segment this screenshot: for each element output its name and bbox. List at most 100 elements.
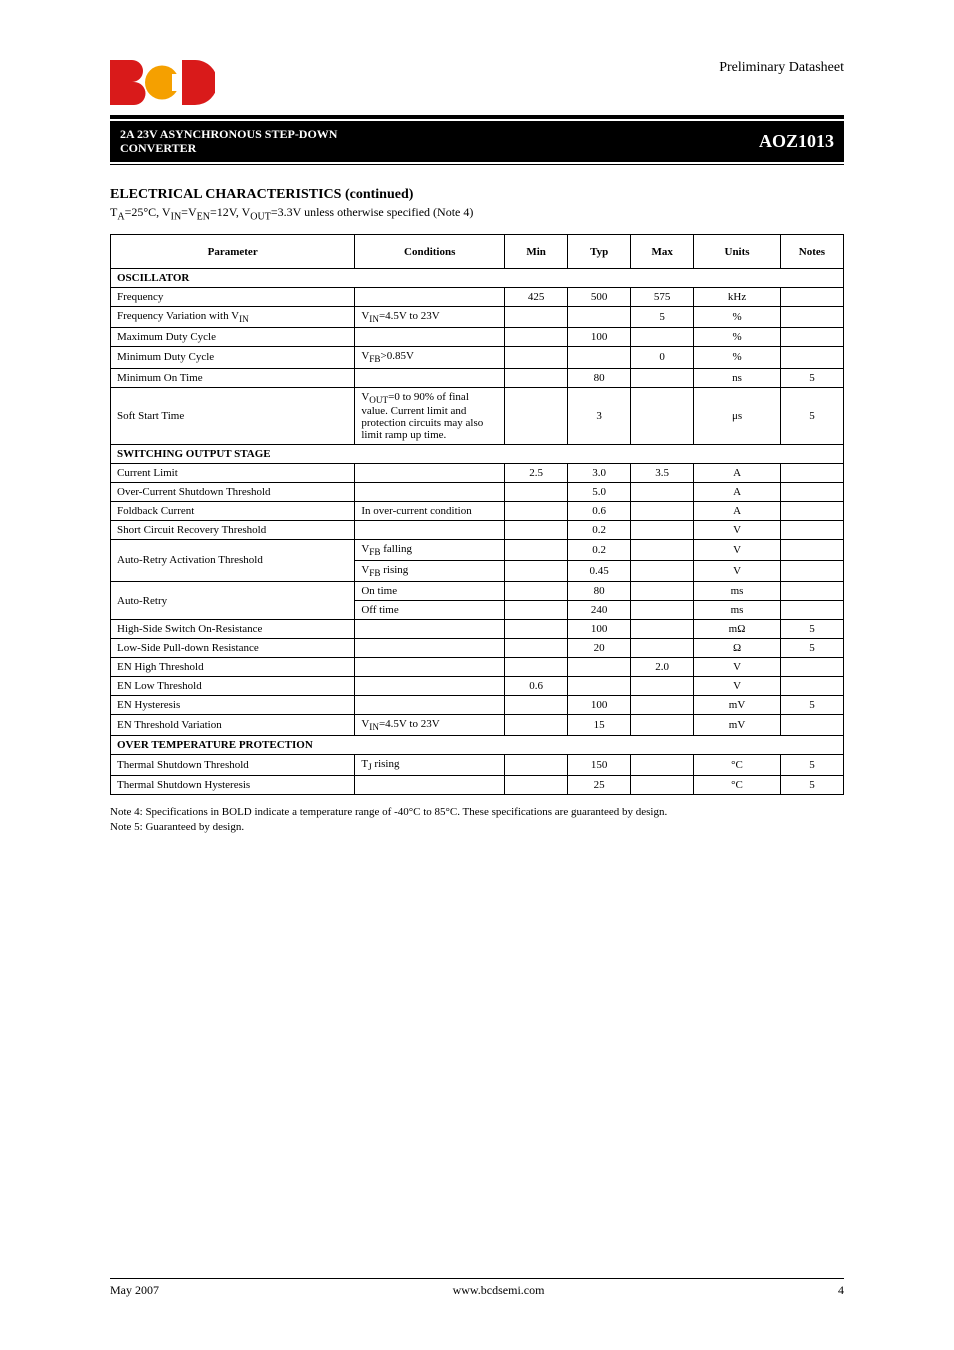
notes-cell: 5 [780, 696, 843, 715]
notes-cell [780, 520, 843, 539]
cond-cell: VFB rising [355, 560, 505, 581]
typ-cell: 0.6 [568, 501, 631, 520]
max-cell: 575 [631, 288, 694, 307]
min-cell [505, 715, 568, 736]
notes-cell: 5 [780, 776, 843, 795]
min-cell: 425 [505, 288, 568, 307]
param-cell: Current Limit [111, 463, 355, 482]
doc-type: Preliminary Datasheet [719, 60, 844, 77]
unit-cell: A [694, 482, 781, 501]
table-row: Low-Side Pull-down Resistance20Ω5 [111, 639, 844, 658]
notes-cell [780, 539, 843, 560]
table-row: Foldback CurrentIn over-current conditio… [111, 501, 844, 520]
cond-cell [355, 482, 505, 501]
max-cell: 3.5 [631, 463, 694, 482]
table-row: Frequency Variation with VINVIN=4.5V to … [111, 307, 844, 328]
part-number: AOZ1013 [506, 131, 834, 152]
min-cell [505, 520, 568, 539]
footer-site: www.bcdsemi.com [453, 1283, 545, 1298]
table-header-cell: Min [505, 235, 568, 269]
notes-cell [780, 560, 843, 581]
max-cell [631, 387, 694, 444]
footnote-4: Note 4: Specifications in BOLD indicate … [110, 805, 844, 820]
typ-cell [568, 347, 631, 368]
typ-cell [568, 658, 631, 677]
param-cell: Minimum On Time [111, 368, 355, 387]
unit-cell: A [694, 501, 781, 520]
bcd-logo [110, 60, 215, 105]
max-cell [631, 368, 694, 387]
min-cell [505, 639, 568, 658]
unit-cell: V [694, 520, 781, 539]
param-cell: Low-Side Pull-down Resistance [111, 639, 355, 658]
header-row: Preliminary Datasheet [110, 60, 844, 105]
param-cell: Thermal Shutdown Hysteresis [111, 776, 355, 795]
title-line1: 2A 23V ASYNCHRONOUS STEP-DOWN [120, 127, 337, 141]
table-row: EN Threshold VariationVIN=4.5V to 23V15m… [111, 715, 844, 736]
typ-cell [568, 307, 631, 328]
param-cell: Auto-Retry Activation Threshold [111, 539, 355, 581]
max-cell [631, 482, 694, 501]
max-cell [631, 755, 694, 776]
notes-cell [780, 501, 843, 520]
typ-cell: 0.45 [568, 560, 631, 581]
table-section-row: SWITCHING OUTPUT STAGE [111, 444, 844, 463]
rule-top [110, 115, 844, 119]
param-cell: Thermal Shutdown Threshold [111, 755, 355, 776]
notes-cell [780, 307, 843, 328]
max-cell [631, 715, 694, 736]
spec-table: ParameterConditionsMinTypMaxUnitsNotes O… [110, 234, 844, 795]
unit-cell: V [694, 677, 781, 696]
cond-cell [355, 776, 505, 795]
table-section-title: SWITCHING OUTPUT STAGE [111, 444, 844, 463]
typ-cell: 5.0 [568, 482, 631, 501]
table-row: Auto-RetryOn time80ms [111, 582, 844, 601]
unit-cell: V [694, 539, 781, 560]
cond-cell: Off time [355, 601, 505, 620]
max-cell: 2.0 [631, 658, 694, 677]
max-cell [631, 677, 694, 696]
typ-cell: 25 [568, 776, 631, 795]
unit-cell: % [694, 347, 781, 368]
unit-cell: ms [694, 582, 781, 601]
unit-cell: Ω [694, 639, 781, 658]
min-cell [505, 582, 568, 601]
param-cell: EN High Threshold [111, 658, 355, 677]
table-section-row: OSCILLATOR [111, 269, 844, 288]
param-cell: EN Threshold Variation [111, 715, 355, 736]
table-row: EN Low Threshold0.6V [111, 677, 844, 696]
notes-cell [780, 658, 843, 677]
param-cell: Maximum Duty Cycle [111, 328, 355, 347]
table-row: Auto-Retry Activation ThresholdVFB falli… [111, 539, 844, 560]
table-header-row: ParameterConditionsMinTypMaxUnitsNotes [111, 235, 844, 269]
table-row: Thermal Shutdown Hysteresis 25 °C5 [111, 776, 844, 795]
rule-under-title [110, 164, 844, 165]
param-cell: Frequency Variation with VIN [111, 307, 355, 328]
max-cell [631, 501, 694, 520]
max-cell [631, 601, 694, 620]
table-row: Frequency425500575kHz [111, 288, 844, 307]
max-cell: 0 [631, 347, 694, 368]
footer-page: 4 [838, 1283, 844, 1298]
unit-cell: ms [694, 601, 781, 620]
cond-cell [355, 288, 505, 307]
cond-cell: On time [355, 582, 505, 601]
unit-cell: °C [694, 776, 781, 795]
notes-cell [780, 482, 843, 501]
cond-cell [355, 639, 505, 658]
min-cell [505, 387, 568, 444]
table-row: High-Side Switch On-Resistance100mΩ5 [111, 620, 844, 639]
page-footer: May 2007 www.bcdsemi.com 4 [110, 1278, 844, 1298]
notes-cell [780, 601, 843, 620]
table-header-cell: Parameter [111, 235, 355, 269]
unit-cell: mV [694, 696, 781, 715]
min-cell: 2.5 [505, 463, 568, 482]
unit-cell: μs [694, 387, 781, 444]
param-cell: Auto-Retry [111, 582, 355, 620]
title-bar: 2A 23V ASYNCHRONOUS STEP-DOWN CONVERTER … [110, 121, 844, 162]
max-cell [631, 539, 694, 560]
min-cell [505, 696, 568, 715]
unit-cell: % [694, 328, 781, 347]
max-cell [631, 520, 694, 539]
notes-cell [780, 582, 843, 601]
